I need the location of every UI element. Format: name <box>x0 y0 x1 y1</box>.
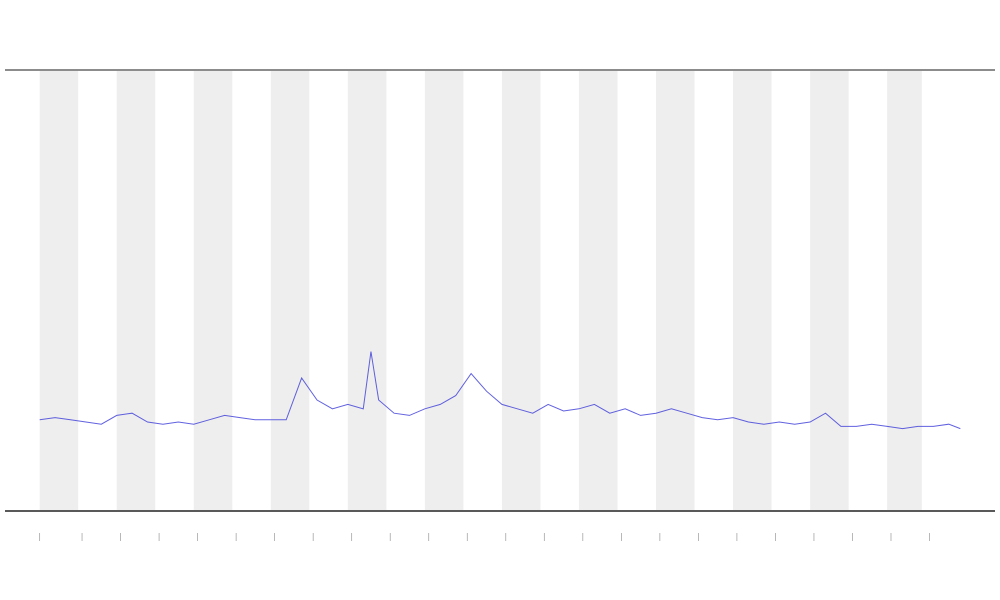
shaded-band <box>347 71 387 510</box>
shaded-band <box>810 71 849 510</box>
shaded-band <box>116 71 156 510</box>
shaded-band <box>733 71 772 510</box>
shaded-band <box>39 71 79 510</box>
shaded-band <box>270 71 310 510</box>
data-line <box>39 351 961 430</box>
shaded-band <box>501 71 541 510</box>
bands <box>39 71 922 510</box>
shaded-band <box>578 71 618 510</box>
shaded-band <box>193 71 233 510</box>
ticks <box>39 533 930 541</box>
shaded-band <box>424 71 464 510</box>
shaded-band <box>656 71 695 510</box>
series <box>39 351 961 430</box>
shaded-band <box>887 71 922 510</box>
